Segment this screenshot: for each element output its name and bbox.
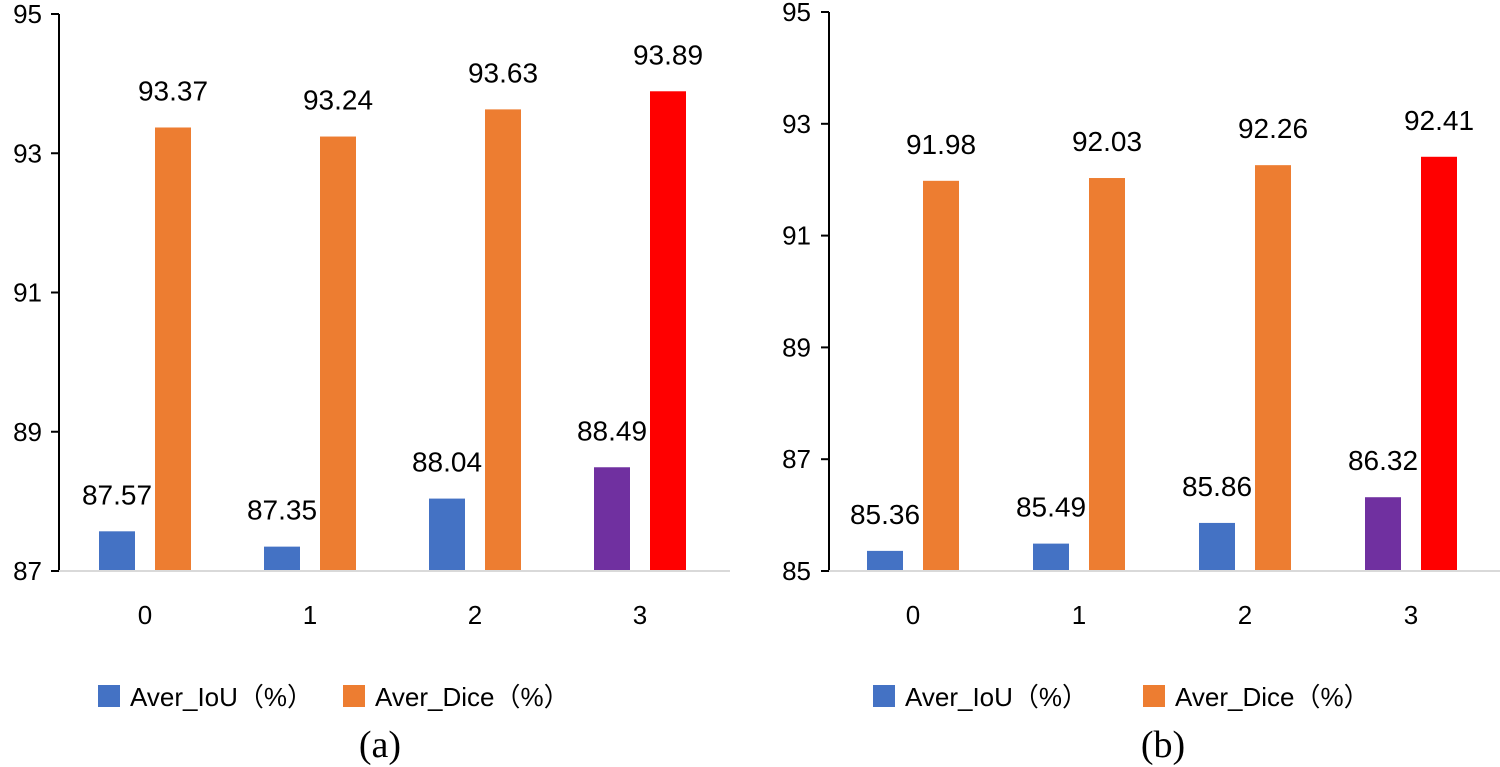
y-tick-label: 91 — [13, 278, 42, 308]
y-tick-label: 93 — [782, 109, 811, 139]
chart-b: 85 87 89 91 93 95 85.36 91.98 0 85.49 92.03 1 85.86 9… — [782, 0, 1500, 630]
bar-dice-0 — [155, 127, 191, 572]
legend-b: Aver_IoU（%） Aver_Dice（%） — [873, 682, 1370, 712]
data-label-dice-3: 93.89 — [633, 39, 703, 70]
data-label-dice-1: 93.24 — [303, 85, 373, 116]
legend-a-dice-swatch — [343, 685, 365, 707]
y-tick-label: 87 — [13, 556, 42, 586]
data-label-iou-0: 85.36 — [850, 499, 920, 530]
data-label-iou-1: 85.49 — [1016, 492, 1086, 523]
bar-iou-2 — [1199, 522, 1235, 571]
data-label-iou-0: 87.57 — [82, 479, 152, 510]
y-tick-label: 89 — [782, 332, 811, 362]
bar-iou-1 — [1033, 543, 1069, 571]
data-label-iou-3: 86.32 — [1348, 445, 1418, 476]
legend-a: Aver_IoU（%） Aver_Dice（%） — [98, 682, 570, 712]
bar-iou-1 — [264, 546, 300, 571]
data-label-iou-1: 87.35 — [247, 495, 317, 526]
data-label-iou-2: 85.86 — [1182, 471, 1252, 502]
x-tick-label: 2 — [468, 600, 482, 630]
bar-iou-3 — [1365, 497, 1401, 571]
data-label-dice-0: 93.37 — [138, 75, 208, 106]
x-tick-label: 0 — [138, 600, 152, 630]
data-label-dice-1: 92.03 — [1072, 126, 1142, 157]
x-tick-label: 1 — [1072, 600, 1086, 630]
bar-iou-0 — [99, 531, 135, 571]
y-tick-label: 89 — [13, 417, 42, 447]
y-tick-label: 93 — [13, 138, 42, 168]
data-label-iou-2: 88.04 — [412, 447, 482, 478]
legend-a-iou-label: Aver_IoU（%） — [130, 682, 313, 712]
x-tick-label: 3 — [633, 600, 647, 630]
legend-a-iou-swatch — [98, 685, 120, 707]
bar-dice-1 — [1089, 178, 1125, 571]
bar-iou-2 — [429, 498, 465, 571]
data-label-dice-2: 92.26 — [1238, 113, 1308, 144]
y-tick-label: 95 — [13, 0, 42, 29]
x-tick-label: 0 — [906, 600, 920, 630]
y-tick-label: 95 — [782, 0, 811, 27]
x-tick-label: 3 — [1404, 600, 1418, 630]
bar-dice-3 — [650, 91, 686, 571]
data-label-dice-2: 93.63 — [468, 57, 538, 88]
caption-b: (b) — [1141, 724, 1185, 766]
y-tick-label: 87 — [782, 444, 811, 474]
bar-iou-3 — [594, 467, 630, 571]
bar-dice-2 — [1255, 165, 1291, 571]
caption-a: (a) — [359, 724, 401, 766]
legend-b-iou-label: Aver_IoU（%） — [905, 682, 1088, 712]
x-tick-label: 1 — [303, 600, 317, 630]
bar-dice-2 — [485, 109, 521, 571]
bar-iou-0 — [867, 550, 903, 571]
y-tick-label: 85 — [782, 556, 811, 586]
data-label-dice-3: 92.41 — [1404, 105, 1474, 136]
x-tick-label: 2 — [1238, 600, 1252, 630]
legend-b-dice-swatch — [1143, 685, 1165, 707]
legend-b-iou-swatch — [873, 685, 895, 707]
chart-a: 87 89 91 93 95 87.57 93.37 0 87.35 93.24 1 88.04 93.… — [13, 0, 730, 630]
data-label-dice-0: 91.98 — [906, 129, 976, 160]
bar-dice-3 — [1421, 156, 1457, 571]
legend-a-dice-label: Aver_Dice（%） — [375, 682, 570, 712]
bar-dice-0 — [923, 180, 959, 571]
y-tick-label: 91 — [782, 221, 811, 251]
bar-dice-1 — [320, 136, 356, 572]
data-label-iou-3: 88.49 — [577, 415, 647, 446]
legend-b-dice-label: Aver_Dice（%） — [1175, 682, 1370, 712]
